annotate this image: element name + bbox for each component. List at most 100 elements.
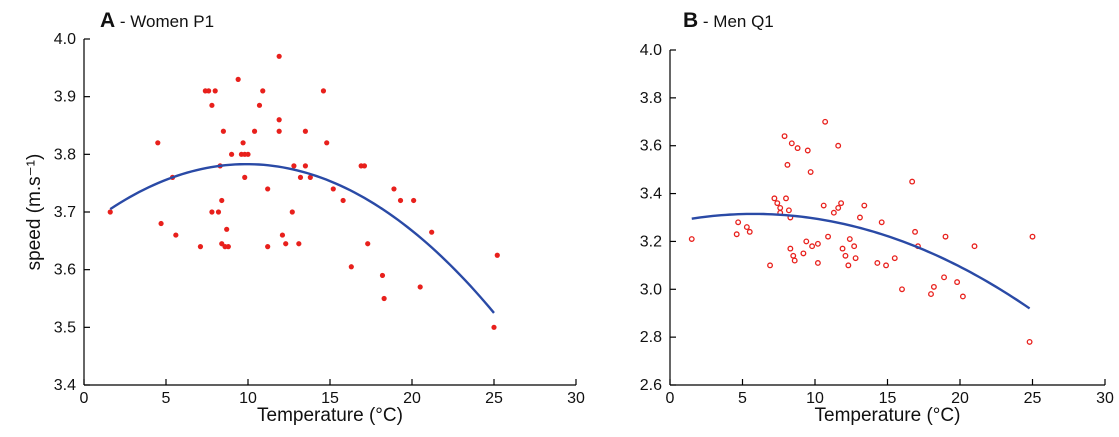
data-point <box>785 207 792 214</box>
data-point <box>814 260 821 266</box>
data-point <box>874 260 881 266</box>
panel-title-text: - Men Q1 <box>698 12 774 31</box>
data-point <box>391 186 397 192</box>
data-point <box>788 140 795 147</box>
data-point <box>251 128 258 134</box>
data-point <box>954 279 961 286</box>
x-tick-label: 10 <box>239 390 257 407</box>
data-point <box>330 186 336 192</box>
data-point <box>804 147 811 154</box>
data-point <box>891 255 898 262</box>
x-axis-title: Temperature (°C) <box>257 405 403 426</box>
x-axis-title: Temperature (°C) <box>815 405 961 426</box>
data-point <box>291 163 297 169</box>
data-point <box>224 226 230 232</box>
data-point <box>491 324 497 330</box>
data-point <box>235 76 241 82</box>
x-tick-label: 15 <box>321 390 339 407</box>
y-tick-label: 3.6 <box>54 262 76 279</box>
data-point <box>733 231 740 238</box>
x-tick-label: 10 <box>806 390 824 407</box>
data-point <box>835 142 842 149</box>
y-tick-label: 4.0 <box>54 31 76 48</box>
panel-a-women-p1: 0 5 10 15 20 25 30 3.4 3.5 3.6 3.7 3.8 3.9 4.0 Tempera… <box>24 9 585 426</box>
data-point <box>878 219 885 226</box>
data-point <box>852 255 859 262</box>
data-point <box>839 245 846 252</box>
x-tick-label: 15 <box>879 390 897 407</box>
data-point <box>245 151 251 157</box>
y-axis-title: speed (m.s⁻¹) <box>24 154 45 271</box>
data-point <box>787 245 794 252</box>
data-point <box>822 118 829 125</box>
data-point <box>735 219 742 226</box>
panel-letter: A <box>100 9 115 32</box>
panel-title: B - Men Q1 <box>683 9 774 32</box>
data-point <box>379 272 386 279</box>
data-point <box>1029 233 1036 240</box>
x-tick-label: 20 <box>403 390 421 407</box>
data-point <box>830 209 837 216</box>
data-point <box>825 233 831 240</box>
data-point <box>197 244 204 250</box>
panel-title-text: - Women P1 <box>115 12 214 31</box>
data-point <box>794 145 801 152</box>
data-point <box>256 102 263 108</box>
data-point <box>107 209 113 215</box>
data-point <box>774 200 781 207</box>
data-point <box>324 140 330 146</box>
data-point <box>688 236 695 242</box>
data-point <box>838 200 845 207</box>
data-point <box>912 228 918 235</box>
data-point <box>777 204 784 211</box>
y-tick-label: 3.2 <box>640 233 662 250</box>
y-tick-label: 2.8 <box>640 329 662 346</box>
panel-title: A - Women P1 <box>100 9 214 32</box>
y-tick-label: 3.5 <box>54 319 76 336</box>
data-point <box>784 161 791 168</box>
data-point <box>265 244 271 250</box>
data-point <box>941 274 947 281</box>
data-point <box>781 133 788 140</box>
data-point <box>909 178 916 185</box>
data-point <box>297 174 304 180</box>
x-tick-label: 0 <box>80 390 89 407</box>
x-tick-label: 25 <box>1024 390 1042 407</box>
data-point <box>340 197 346 204</box>
x-tick-label: 5 <box>162 390 171 407</box>
data-point <box>361 163 368 169</box>
data-point <box>846 236 853 242</box>
data-point <box>857 214 863 221</box>
data-point <box>845 262 852 269</box>
data-point <box>265 186 271 192</box>
data-point <box>212 88 218 94</box>
data-point <box>807 169 814 175</box>
y-tick-label: 3.4 <box>640 186 662 203</box>
x-tick-label: 30 <box>567 390 585 407</box>
data-point <box>260 88 266 94</box>
y-tick-label: 3.6 <box>640 138 662 155</box>
data-point <box>800 250 807 257</box>
y-tick-label: 3.8 <box>54 146 76 163</box>
data-point <box>155 140 161 146</box>
x-tick-label: 0 <box>666 390 675 407</box>
fit-curve <box>691 212 1031 310</box>
data-point <box>851 243 858 250</box>
data-point <box>930 283 937 290</box>
data-point <box>959 293 966 300</box>
data-point <box>746 228 753 235</box>
data-point <box>279 232 286 238</box>
data-point <box>209 102 215 108</box>
data-point <box>771 195 778 202</box>
data-point <box>429 229 435 235</box>
data-point <box>809 243 816 250</box>
panel-letter: B <box>683 9 698 32</box>
data-point <box>743 224 750 231</box>
data-point <box>276 117 282 123</box>
data-point <box>276 128 282 134</box>
data-point <box>365 241 371 247</box>
data-point <box>219 197 225 204</box>
data-point <box>229 151 235 157</box>
